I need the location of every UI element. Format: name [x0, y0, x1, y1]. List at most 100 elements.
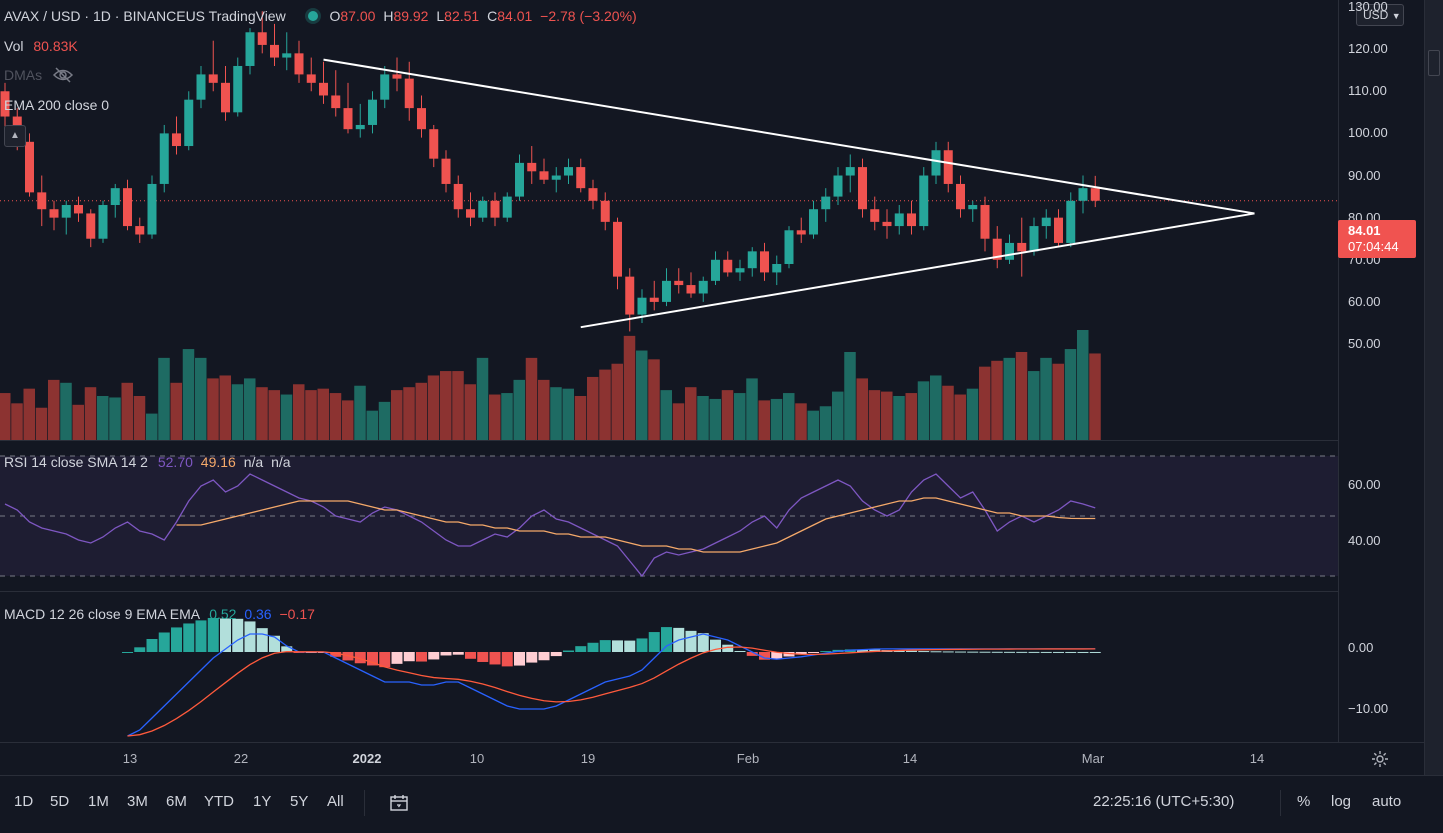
price-axis[interactable] — [1338, 0, 1424, 742]
toolbar-divider — [364, 790, 365, 816]
range-button-1d[interactable]: 1D — [14, 793, 34, 810]
time-axis-tick: 10 — [469, 751, 485, 766]
candle — [184, 91, 194, 151]
volume-bar — [1089, 353, 1101, 440]
rsi-label: RSI 14 close SMA 14 2 — [4, 454, 148, 470]
range-button-all[interactable]: All — [327, 793, 344, 810]
range-button-1y[interactable]: 1Y — [253, 793, 272, 810]
auto-scale-button[interactable]: auto — [1372, 793, 1402, 810]
time-axis-tick: 2022 — [352, 751, 382, 766]
candle-body — [1090, 188, 1100, 201]
macd-histogram-bar — [1028, 651, 1040, 653]
currency-selector[interactable]: USD ▼ — [1356, 4, 1404, 26]
volume-bar — [440, 371, 452, 440]
candle — [1054, 209, 1063, 248]
candle — [613, 217, 622, 290]
candle-body — [319, 82, 328, 96]
settings-icon[interactable] — [1371, 750, 1389, 768]
range-button-3m[interactable]: 3M — [127, 793, 148, 810]
range-button-6m[interactable]: 6M — [166, 793, 187, 810]
macd-pane[interactable] — [0, 592, 1338, 742]
candle — [245, 28, 255, 75]
visibility-off-icon[interactable] — [52, 67, 74, 83]
candle — [711, 251, 720, 286]
market-status-icon[interactable] — [307, 11, 318, 21]
rsi-legend[interactable]: RSI 14 close SMA 14 2 52.70 49.16 n/a n/… — [4, 453, 291, 471]
candle — [1090, 175, 1100, 208]
macd-histogram-bar — [134, 647, 146, 652]
candle-body — [392, 74, 402, 79]
range-button-ytd[interactable]: YTD — [204, 793, 234, 810]
macd-histogram-bar — [1089, 651, 1101, 653]
volume-bar — [538, 379, 550, 440]
volume-bar — [562, 388, 574, 440]
candle-body — [502, 196, 512, 218]
candle-body — [331, 95, 341, 109]
macd-histogram-bar — [440, 652, 452, 656]
candle — [429, 124, 439, 168]
macd-histogram-bar — [195, 620, 207, 652]
bar-countdown: 07:04:44 — [1348, 239, 1399, 254]
time-axis[interactable]: 13 22 2022 10 19 Feb 14 Mar 14 — [0, 743, 1338, 775]
volume-legend[interactable]: Vol 80.83K — [4, 37, 78, 55]
collapse-icon[interactable] — [1428, 50, 1440, 76]
candle-body — [992, 238, 1002, 260]
candle — [306, 57, 316, 92]
candle-body — [417, 108, 426, 130]
candle-body — [110, 188, 120, 206]
macd-legend[interactable]: MACD 12 26 close 9 EMA EMA 0.52 0.36 −0.… — [4, 605, 315, 623]
pane-separator[interactable] — [0, 591, 1424, 592]
candle — [931, 141, 941, 184]
volume-bar — [464, 384, 476, 440]
macd-histogram-bar — [416, 652, 427, 662]
macd-histogram-bar — [906, 650, 917, 652]
volume-bar — [391, 390, 403, 440]
dmas-legend[interactable]: DMAs — [4, 66, 74, 84]
signal-line — [127, 646, 1096, 737]
candle-body — [613, 221, 622, 277]
volume-bar — [366, 410, 378, 440]
pane-separator[interactable] — [0, 440, 1424, 441]
ema-label: EMA 200 close 0 — [4, 97, 110, 113]
price-chart-pane[interactable] — [0, 0, 1338, 440]
log-scale-button[interactable]: log — [1331, 793, 1352, 810]
volume-bar — [648, 359, 660, 440]
range-button-1m[interactable]: 1M — [88, 793, 109, 810]
volume-bar — [770, 398, 783, 440]
price-axis-tick: 60.00 — [1348, 293, 1381, 309]
interval-label[interactable]: 1D — [92, 8, 111, 24]
collapse-legend-button[interactable]: ▲ — [4, 125, 26, 147]
candle — [858, 158, 867, 218]
candle — [478, 196, 488, 222]
candle-body — [221, 82, 230, 113]
candle — [821, 188, 831, 222]
date-range-icon[interactable] — [388, 793, 410, 813]
candle-body — [600, 200, 610, 222]
rsi-pane[interactable] — [0, 441, 1338, 591]
volume-bar — [1040, 357, 1052, 440]
symbol-name[interactable]: AVAX / USD — [4, 8, 81, 24]
candle — [208, 40, 218, 92]
candle — [135, 217, 145, 243]
candle-body — [588, 188, 598, 201]
macd-histogram-bar — [550, 652, 562, 657]
ema-legend[interactable]: EMA 200 close 0 — [4, 96, 109, 114]
dmas-label: DMAs — [4, 67, 43, 83]
macd-histogram-bar — [771, 652, 783, 659]
timezone-clock[interactable]: 22:25:16 (UTC+5:30) — [1093, 793, 1235, 810]
candle — [233, 57, 243, 117]
range-button-5d[interactable]: 5D — [50, 793, 70, 810]
volume-bar — [942, 385, 954, 440]
volume-bar — [746, 378, 758, 440]
symbol-legend[interactable]: AVAX / USD · 1D · BINANCEUS TradingView … — [4, 8, 637, 24]
volume-bar — [244, 378, 256, 440]
macd-histogram-bar — [281, 646, 293, 652]
candle — [1078, 175, 1088, 214]
volume-bar — [170, 382, 182, 440]
percent-scale-button[interactable]: % — [1297, 793, 1311, 810]
time-axis-tick: Feb — [736, 751, 760, 766]
macd-histogram-bar — [1016, 651, 1028, 653]
range-button-5y[interactable]: 5Y — [290, 793, 309, 810]
candle-body — [625, 276, 635, 315]
candle-body — [1017, 242, 1027, 252]
